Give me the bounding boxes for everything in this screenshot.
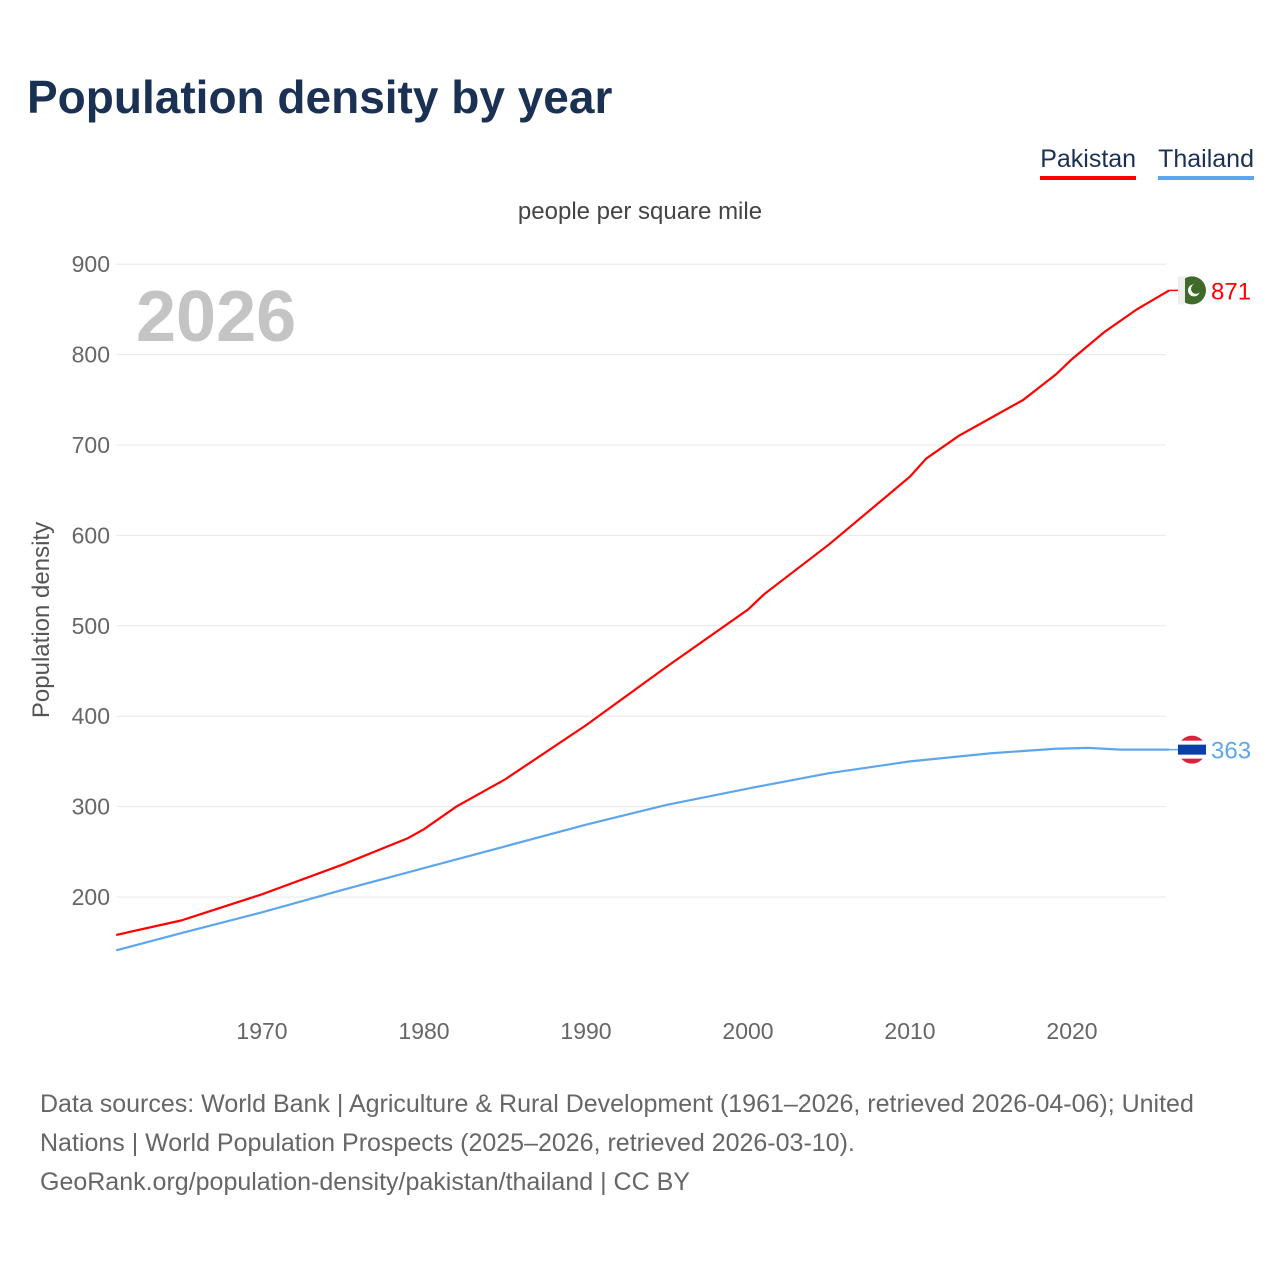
chart-subtitle: people per square mile <box>517 198 763 225</box>
x-tick-label: 1970 <box>236 1018 287 1044</box>
pakistan-flag-stripe <box>1178 276 1185 305</box>
end-value-label: 871 <box>1211 278 1251 305</box>
x-tick-label: 2000 <box>722 1018 773 1044</box>
x-tick-label: 2020 <box>1046 1018 1097 1044</box>
x-tick-label: 2010 <box>884 1018 935 1044</box>
source-line: Data sources: World Bank | Agriculture &… <box>40 1090 1194 1157</box>
end-value-label: 363 <box>1211 738 1251 765</box>
y-tick-label: 900 <box>72 251 110 277</box>
x-tick-label: 1980 <box>398 1018 449 1044</box>
series-line-thailand <box>115 746 1170 952</box>
thailand-flag-blue <box>1178 744 1206 755</box>
source-note: Data sources: World Bank | Agriculture &… <box>40 1085 1250 1202</box>
y-tick-label: 700 <box>72 432 110 458</box>
legend-thailand[interactable]: Thailand <box>1158 145 1254 180</box>
legend-pakistan[interactable]: Pakistan <box>1040 145 1137 180</box>
y-tick-label: 600 <box>72 522 110 548</box>
y-tick-label: 500 <box>72 613 110 639</box>
y-tick-label: 800 <box>72 342 110 368</box>
crescent-cut <box>1191 283 1201 294</box>
y-tick-label: 200 <box>72 884 110 910</box>
legend: Pakistan Thailand <box>1040 145 1254 180</box>
year-label: 2026 <box>136 277 296 357</box>
series-line-pakistan <box>115 289 1170 937</box>
x-tick-label: 1990 <box>560 1018 611 1044</box>
y-tick-label: 400 <box>72 703 110 729</box>
chart-area: 200 300 400 500 600 700 800 900 1970 1980 1990 2000… <box>72 251 1251 1044</box>
y-tick-label: 300 <box>72 794 110 820</box>
chart-title: Population density by year <box>27 71 613 123</box>
source-url[interactable]: GeoRank.org/population-density/pakistan/… <box>40 1168 690 1196</box>
